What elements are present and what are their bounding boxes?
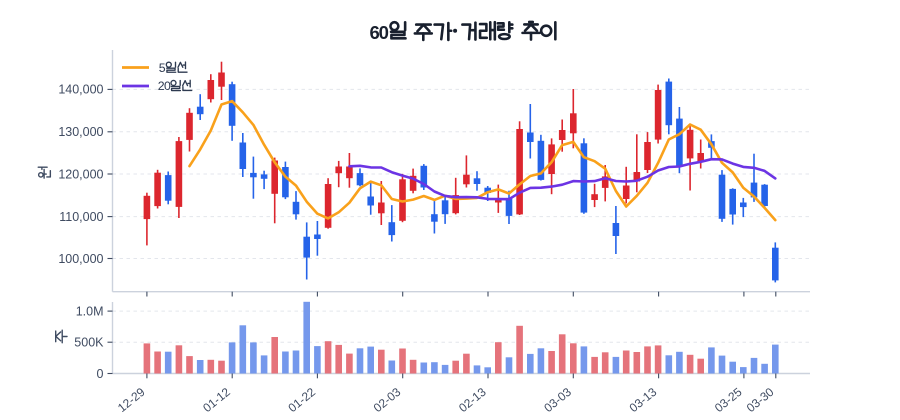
svg-text:60: 60 xyxy=(370,22,389,43)
svg-text:100,000: 100,000 xyxy=(58,252,103,266)
svg-text:140,000: 140,000 xyxy=(58,83,103,97)
svg-text:20: 20 xyxy=(158,79,171,93)
svg-text:1.0M: 1.0M xyxy=(76,304,104,318)
svg-text:0: 0 xyxy=(97,367,104,381)
svg-text:120,000: 120,000 xyxy=(58,167,103,181)
svg-text:5: 5 xyxy=(159,61,166,75)
svg-text:110,000: 110,000 xyxy=(59,210,103,224)
svg-text:500K: 500K xyxy=(74,336,104,350)
svg-text:130,000: 130,000 xyxy=(58,125,103,139)
